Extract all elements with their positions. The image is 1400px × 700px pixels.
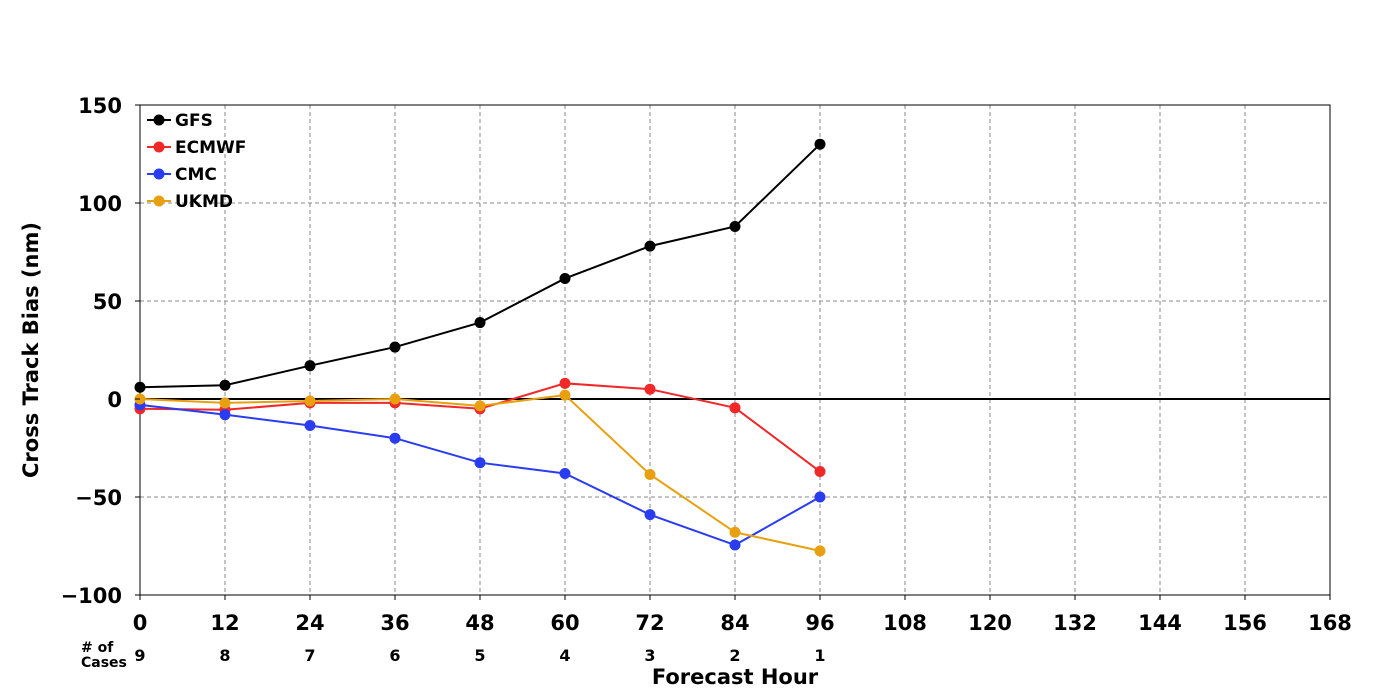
cases-count: 1 <box>814 646 825 665</box>
cases-count: 6 <box>389 646 400 665</box>
cases-count: 7 <box>304 646 315 665</box>
y-tick-label: 150 <box>78 94 122 118</box>
data-point-cmc <box>389 432 401 444</box>
data-point-ukmd <box>814 545 826 557</box>
x-tick-label: 144 <box>1138 611 1182 635</box>
y-tick-label: 100 <box>78 192 122 216</box>
legend-marker-icon <box>153 168 165 180</box>
x-tick-label: 0 <box>133 611 148 635</box>
data-point-gfs <box>389 341 401 353</box>
legend-label: ECMWF <box>175 138 246 158</box>
x-tick-label: 120 <box>968 611 1012 635</box>
legend-label: CMC <box>175 165 217 185</box>
data-point-gfs <box>644 240 656 252</box>
series-line-cmc <box>139 403 821 547</box>
x-tick-label: 60 <box>550 611 579 635</box>
x-tick-label: 168 <box>1308 611 1352 635</box>
grid-lines <box>140 105 1330 595</box>
y-tick-label: −50 <box>75 486 122 510</box>
x-tick-label: 48 <box>465 611 494 635</box>
data-point-gfs <box>729 221 741 233</box>
series-ukmd <box>134 389 826 557</box>
legend-item-ecmwf: ECMWF <box>147 138 246 158</box>
legend-marker-icon <box>153 141 165 153</box>
x-tick-label: 156 <box>1223 611 1267 635</box>
legend-label: UKMD <box>175 192 233 212</box>
data-point-ukmd <box>304 395 316 407</box>
data-point-cmc <box>644 509 656 521</box>
x-tick-label: 84 <box>720 611 749 635</box>
y-tick-label: 50 <box>93 290 122 314</box>
data-point-ecmwf <box>559 377 571 389</box>
legend-marker-icon <box>153 114 165 126</box>
series-gfs <box>134 138 826 393</box>
x-axis-title: Forecast Hour <box>652 665 819 689</box>
data-point-cmc <box>814 491 826 503</box>
y-axis-ticks: −100 −50 0 50 100 150 <box>61 94 140 608</box>
data-point-ecmwf <box>814 466 826 478</box>
x-axis-ticks: 0 12 24 36 48 60 72 84 96 108 120 132 144 156 168 <box>133 595 1352 635</box>
cases-row-label: # of <box>81 640 114 656</box>
data-point-gfs <box>814 138 826 150</box>
cases-count: 5 <box>474 646 485 665</box>
data-point-cmc <box>729 539 741 551</box>
x-tick-label: 24 <box>295 611 324 635</box>
data-point-cmc <box>304 419 316 431</box>
data-series <box>134 138 826 557</box>
data-point-cmc <box>219 409 231 421</box>
data-point-ukmd <box>729 526 741 538</box>
cases-count: 2 <box>729 646 740 665</box>
legend-marker-icon <box>153 195 165 207</box>
data-point-gfs <box>134 381 146 393</box>
cases-count: 8 <box>219 646 230 665</box>
x-tick-label: 12 <box>210 611 239 635</box>
data-point-ukmd <box>474 400 486 412</box>
legend-item-ukmd: UKMD <box>147 192 233 212</box>
y-tick-label: −100 <box>61 584 122 608</box>
data-point-gfs <box>559 272 571 284</box>
data-point-gfs <box>474 317 486 329</box>
cases-count: 9 <box>134 646 145 665</box>
cases-count: 4 <box>559 646 570 665</box>
legend-item-cmc: CMC <box>147 165 217 185</box>
data-point-ecmwf <box>729 402 741 414</box>
x-tick-label: 96 <box>805 611 834 635</box>
data-point-ukmd <box>559 389 571 401</box>
data-point-ukmd <box>644 468 656 480</box>
legend-label: GFS <box>175 111 213 131</box>
data-point-ecmwf <box>644 383 656 395</box>
y-tick-label: 0 <box>107 388 122 412</box>
legend: GFS ECMWF CMC UKMD <box>147 111 246 212</box>
data-point-cmc <box>474 457 486 469</box>
x-tick-label: 72 <box>635 611 664 635</box>
cases-row-label: Cases <box>81 655 127 671</box>
data-point-gfs <box>219 379 231 391</box>
legend-item-gfs: GFS <box>147 111 213 131</box>
x-tick-label: 132 <box>1053 611 1097 635</box>
cases-count: 3 <box>644 646 655 665</box>
data-point-ukmd <box>389 393 401 405</box>
y-axis-title: Cross Track Bias (nm) <box>19 222 43 478</box>
x-tick-label: 108 <box>883 611 927 635</box>
data-point-gfs <box>304 360 316 372</box>
data-point-cmc <box>559 467 571 479</box>
x-tick-label: 36 <box>380 611 409 635</box>
data-point-ukmd <box>219 397 231 409</box>
